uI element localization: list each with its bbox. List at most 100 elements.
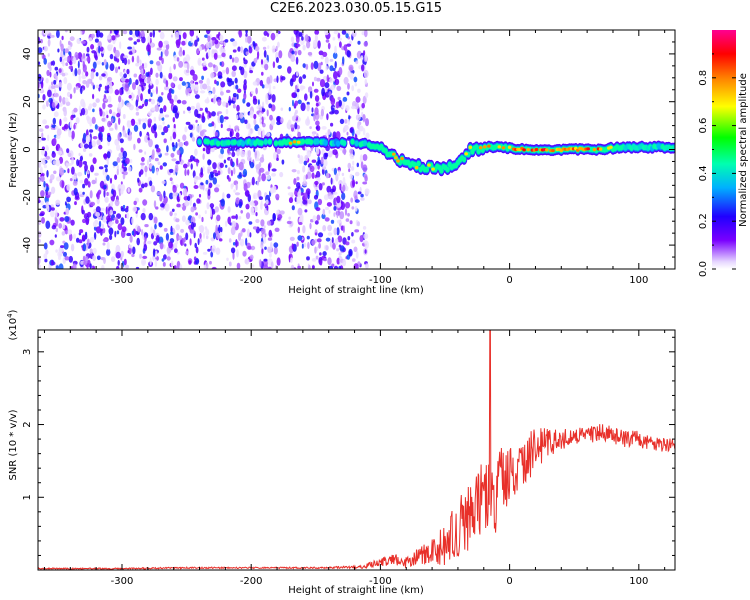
spectrogram-noise-cell xyxy=(194,94,200,99)
spectrogram-noise-cell xyxy=(198,80,204,84)
spectrogram-noise-cell xyxy=(260,219,265,227)
spectrogram-noise-cell xyxy=(153,216,158,224)
spectrogram-noise-cell xyxy=(39,213,44,217)
spectrogram-noise-cell xyxy=(105,168,108,173)
spectrogram-noise-cell xyxy=(117,223,123,231)
spectrogram-noise-cell xyxy=(348,168,351,173)
spectrogram-noise-cell xyxy=(334,45,337,54)
spectrogram-noise-cell xyxy=(66,196,71,203)
spectrogram-noise-cell xyxy=(304,154,309,162)
spectrogram-noise-cell xyxy=(147,36,151,44)
spectrogram-noise-cell xyxy=(255,164,261,170)
spectrogram-noise-cell xyxy=(273,246,278,255)
spectrogram-noise-cell xyxy=(348,248,353,257)
spectrogram-noise-cell xyxy=(316,246,319,251)
spectrogram-noise-cell xyxy=(347,83,350,90)
spectrogram-noise-cell xyxy=(364,188,370,195)
spectrogram-noise-cell xyxy=(111,35,116,41)
spectrogram-noise-cell xyxy=(47,205,50,213)
spectrogram-noise-cell xyxy=(154,250,158,258)
spectrogram-noise-cell xyxy=(242,250,247,257)
spectrogram-noise-cell xyxy=(317,40,321,49)
snr-series-line xyxy=(38,330,675,570)
spectrogram-noise-cell xyxy=(116,168,119,176)
spectrogram-noise-cell xyxy=(262,237,267,244)
spectrogram-noise-cell xyxy=(190,221,195,230)
spectrogram-noise-cell xyxy=(179,77,183,82)
spectrogram-noise-cell xyxy=(364,263,369,269)
spectrogram-noise-cell xyxy=(107,120,112,128)
spectrogram-noise-cell xyxy=(328,91,332,97)
spectrogram-noise-cell xyxy=(353,76,358,83)
spectrogram-noise-cell xyxy=(85,71,89,77)
spectrogram-noise-cell xyxy=(351,85,355,92)
spectrogram-noise-cell xyxy=(91,265,95,269)
spectrogram-noise-cell xyxy=(103,184,107,190)
spectrogram-noise-cell xyxy=(351,30,357,38)
spectrogram-noise-cell xyxy=(171,208,175,212)
spectrogram-noise-cell xyxy=(291,126,294,132)
spectrogram-noise-cell xyxy=(316,214,321,221)
spectrogram-noise-cell xyxy=(132,46,135,55)
spectrogram-noise-cell xyxy=(61,35,64,41)
spectrogram-noise-cell xyxy=(249,161,255,169)
spectrogram-noise-cell xyxy=(297,154,300,159)
spectrogram-noise-cell xyxy=(307,241,310,250)
spectrogram-noise-cell xyxy=(139,59,142,66)
spectrogram-noise-cell xyxy=(354,82,358,87)
spectrogram-noise-cell xyxy=(253,41,256,50)
spectrogram-noise-cell xyxy=(216,233,221,240)
spectrogram-noise-cell xyxy=(92,136,98,140)
spectrogram-noise-cell xyxy=(190,206,195,213)
snr-x-axis-label: Height of straight line (km) xyxy=(288,585,424,596)
spectrogram-noise-cell xyxy=(147,88,151,95)
spectrogram-noise-cell xyxy=(107,76,113,82)
spectrogram-noise-cell xyxy=(87,238,90,247)
spectrogram-noise-cell xyxy=(293,190,298,195)
spectrogram-noise-cell xyxy=(45,155,51,160)
spectrogram-noise-cell xyxy=(73,187,78,196)
spectrogram-noise-cell xyxy=(296,71,299,77)
snr-plot-area xyxy=(38,330,675,570)
spectrogram-noise-cell xyxy=(71,157,74,165)
spectrogram-noise-cell xyxy=(344,119,348,124)
spectrogram-noise-cell xyxy=(171,89,175,94)
spectrogram-noise-cell xyxy=(90,237,95,240)
spectrogram-noise-cell xyxy=(114,66,119,74)
spectrogram-noise-cell xyxy=(245,203,250,210)
spectrogram-noise-cell xyxy=(61,72,66,77)
spectrogram-noise-cell xyxy=(202,147,206,152)
spectrogram-noise-cell xyxy=(190,105,195,110)
spectrogram-noise-cell xyxy=(199,83,204,90)
spectrogram-noise-cell xyxy=(166,256,171,261)
spectrogram-noise-cell xyxy=(362,164,368,172)
spectrogram-noise-cell xyxy=(104,85,108,91)
spectrogram-noise-cell xyxy=(332,191,338,195)
spectrogram-noise-cell xyxy=(222,69,226,74)
spectrogram-noise-cell xyxy=(235,197,240,205)
spectrogram-ridge-core xyxy=(232,139,237,145)
spectrogram-noise-cell xyxy=(108,227,114,236)
spectrogram-noise-cell xyxy=(109,209,113,216)
spectrogram-noise-cell xyxy=(306,101,310,106)
spectrogram-noise-cell xyxy=(66,91,71,97)
spectrogram-noise-cell xyxy=(273,151,277,160)
spectrogram-noise-cell xyxy=(298,76,303,84)
spectrogram-noise-cell xyxy=(103,179,106,185)
spectrogram-noise-cell xyxy=(51,60,56,66)
spectrogram-noise-cell xyxy=(130,118,136,126)
spectrogram-noise-cell xyxy=(238,201,242,209)
spectrogram-noise-cell xyxy=(106,134,112,143)
spectrogram-noise-cell xyxy=(322,51,328,58)
spectrogram-noise-cell xyxy=(120,181,123,185)
spectrogram-noise-cell xyxy=(202,185,205,191)
spectrogram-ridge-core xyxy=(342,140,347,146)
spectrogram-noise-cell xyxy=(300,102,306,112)
spectrogram-noise-cell xyxy=(98,75,103,81)
spectrogram-noise-cell xyxy=(154,104,160,112)
spectrogram-noise-cell xyxy=(352,179,355,188)
spectrogram-noise-cell xyxy=(296,196,302,204)
spectrogram-noise-cell xyxy=(79,155,83,162)
spectrogram-noise-cell xyxy=(101,125,105,133)
spectrogram-noise-cell xyxy=(119,71,123,77)
